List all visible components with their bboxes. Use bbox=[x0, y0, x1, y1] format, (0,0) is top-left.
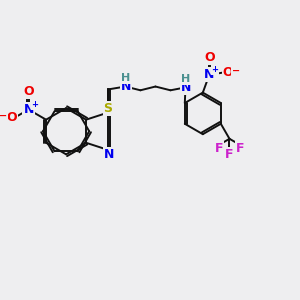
Text: O: O bbox=[204, 51, 214, 64]
Text: S: S bbox=[103, 102, 112, 115]
Text: N: N bbox=[181, 81, 191, 94]
Text: N: N bbox=[204, 68, 214, 82]
Text: F: F bbox=[225, 148, 234, 161]
Text: O: O bbox=[23, 85, 34, 98]
Text: +: + bbox=[212, 65, 218, 74]
Text: O: O bbox=[223, 66, 233, 79]
Text: O: O bbox=[6, 111, 16, 124]
Text: −: − bbox=[0, 111, 8, 121]
Text: H: H bbox=[122, 74, 130, 83]
Text: −: − bbox=[232, 66, 240, 76]
Text: N: N bbox=[121, 80, 131, 93]
Text: N: N bbox=[23, 103, 34, 116]
Text: +: + bbox=[32, 100, 38, 109]
Text: F: F bbox=[236, 142, 244, 155]
Text: H: H bbox=[182, 74, 191, 84]
Text: N: N bbox=[104, 148, 115, 161]
Text: F: F bbox=[215, 142, 223, 155]
